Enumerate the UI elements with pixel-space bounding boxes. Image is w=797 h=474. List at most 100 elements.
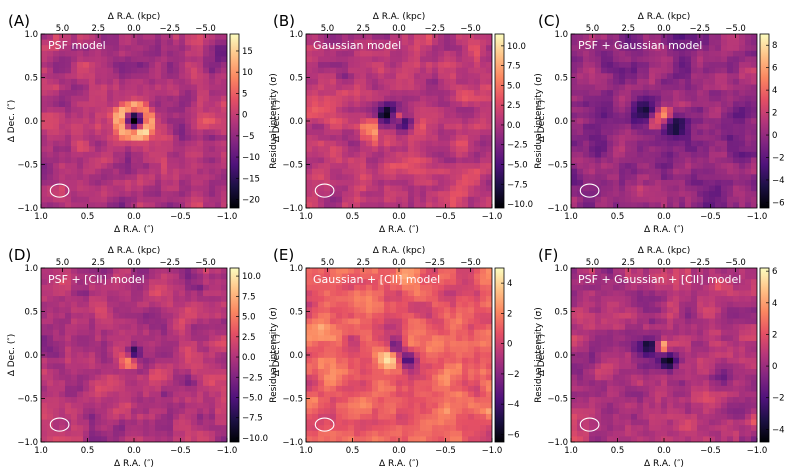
heatmap-cell (197, 106, 204, 114)
heatmap-cell (83, 140, 90, 147)
heatmap-cell (167, 273, 174, 280)
heatmap-cell (185, 408, 192, 415)
heatmap-cell (751, 45, 757, 52)
heatmap-cell (209, 196, 216, 203)
heatmap-cell (95, 357, 102, 365)
heatmap-cell (107, 363, 114, 370)
heatmap-cell (215, 135, 222, 142)
heatmap-cell (348, 273, 355, 280)
heatmap-cell (59, 146, 66, 153)
heatmap-cell (691, 101, 698, 108)
heatmap-cell (179, 168, 186, 175)
heatmap-cell (384, 385, 391, 393)
panel-a: PSF model(A)1.0 0.5 0.0 −0.5 −1.0Δ R.A. (″)1… (7, 12, 279, 235)
heatmap-cell (733, 202, 740, 208)
heatmap-cell (83, 385, 90, 393)
heatmap-cell (209, 357, 216, 365)
heatmap-cell (342, 196, 349, 203)
heatmap-cell (89, 346, 96, 353)
heatmap-cell (378, 408, 385, 415)
heatmap-cell (41, 369, 48, 376)
heatmap-cell (155, 402, 162, 409)
heatmap-cell (203, 67, 210, 74)
heatmap-cell (613, 73, 620, 80)
y-axis-label: Δ Dec. (″) (537, 100, 547, 143)
heatmap-cell (414, 346, 421, 353)
heatmap-cell (173, 78, 180, 86)
heatmap-cell (306, 191, 313, 198)
heatmap-cell (59, 284, 66, 292)
heatmap-cell (155, 346, 162, 353)
heatmap-cell (131, 430, 138, 437)
heatmap-cell (95, 56, 102, 63)
heatmap-cell (119, 67, 126, 74)
heatmap-cell (77, 196, 84, 203)
heatmap-cell (480, 296, 487, 303)
heatmap-cell (727, 174, 734, 181)
heatmap-cell (583, 196, 590, 203)
heatmap-cell (438, 329, 445, 336)
heatmap-cell (324, 284, 331, 292)
heatmap-cell (486, 78, 492, 86)
heatmap-cell (185, 112, 192, 119)
heatmap-cell (685, 67, 692, 74)
heatmap-cell (324, 90, 331, 97)
heatmap-cell (721, 95, 728, 102)
heatmap-cell (342, 118, 349, 125)
heatmap-cell (480, 95, 487, 102)
heatmap-cell (71, 397, 78, 404)
heatmap-cell (486, 179, 492, 187)
heatmap-cell (53, 391, 60, 398)
heatmap-cell (384, 413, 391, 421)
heatmap-cell (47, 118, 54, 125)
heatmap-cell (336, 408, 343, 415)
heatmap-cell (209, 50, 216, 58)
heatmap-cell (733, 196, 740, 203)
heatmap-cell (679, 140, 686, 147)
heatmap-cell (71, 402, 78, 409)
heatmap-cell (89, 95, 96, 102)
heatmap-cell (480, 312, 487, 320)
heatmap-cell (77, 374, 84, 381)
heatmap-cell (679, 202, 686, 208)
heatmap-cell (703, 179, 710, 187)
heatmap-cell (360, 39, 367, 46)
heatmap-cell (149, 90, 156, 97)
colorbar-tick-label: −5.0 (242, 393, 263, 403)
heatmap-cell (197, 140, 204, 147)
heatmap-cell (203, 335, 210, 342)
heatmap-cell (221, 95, 227, 102)
heatmap-cell (601, 50, 608, 58)
heatmap-cell (101, 419, 108, 426)
heatmap-cell (342, 324, 349, 331)
heatmap-cell (77, 436, 84, 442)
heatmap-cell (101, 151, 108, 159)
heatmap-cell (426, 357, 433, 365)
heatmap-cell (221, 106, 227, 114)
heatmap-cell (715, 129, 722, 136)
heatmap-cell (65, 290, 72, 297)
heatmap-cell (185, 191, 192, 198)
heatmap-cell (101, 84, 108, 91)
heatmap-cell (390, 135, 397, 142)
heatmap-cell (312, 157, 319, 164)
heatmap-cell (131, 179, 138, 187)
heatmap-cell (131, 146, 138, 153)
x-tick-label: −1.0 (217, 446, 238, 456)
heatmap-cell (161, 185, 168, 192)
heatmap-cell (89, 67, 96, 74)
heatmap-cell (679, 123, 686, 131)
heatmap-cell (372, 425, 379, 432)
heatmap-cell (414, 185, 421, 192)
heatmap-cell (155, 129, 162, 136)
heatmap-cell (65, 168, 72, 175)
heatmap-cell (348, 196, 355, 203)
heatmap-cell (577, 34, 584, 41)
heatmap-cell (456, 90, 463, 97)
heatmap-cell (83, 163, 90, 170)
heatmap-cell (601, 106, 608, 114)
heatmap-cell (215, 296, 222, 303)
heatmap-cell (107, 146, 114, 153)
heatmap-cell (131, 118, 138, 125)
heatmap-cell (203, 380, 210, 387)
